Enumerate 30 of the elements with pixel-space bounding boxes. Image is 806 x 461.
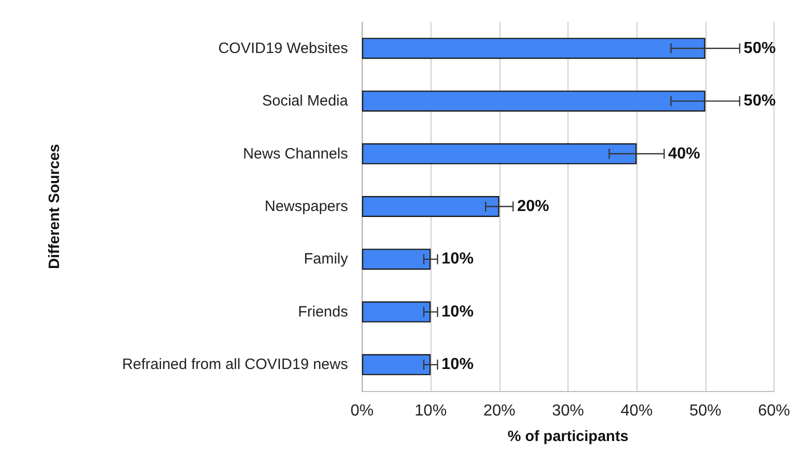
y-axis-title: Different Sources [46,144,63,270]
y-tick-label: Family [304,250,348,268]
x-tick-label: 40% [620,402,653,420]
y-tick-label: Social Media [262,92,349,110]
bar [362,354,431,376]
y-tick-label: News Channels [242,145,348,162]
bar [362,143,637,164]
y-tick-label: Newspapers [264,198,348,215]
bar [362,38,706,59]
data-label: 50% [744,40,776,57]
y-tick-label: Refrained from all COVID19 news [122,356,348,374]
bar [362,248,431,270]
data-label: 10% [442,250,474,268]
x-tick-label: 30% [552,402,584,420]
x-tick-label: 0% [350,402,374,420]
bar [362,301,431,322]
data-label: 10% [442,356,474,374]
x-axis-title: % of participants [508,428,628,445]
data-label: 50% [744,92,776,110]
x-tick-label: 50% [689,402,722,420]
x-tick-label: 60% [758,402,790,420]
bar [362,90,706,112]
data-label: 40% [668,145,700,162]
data-label: 20% [517,198,550,215]
bar [362,196,500,217]
y-tick-label: COVID19 Websites [218,40,348,57]
y-tick-label: Friends [298,303,348,320]
data-label: 10% [442,303,474,320]
x-tick-label: 10% [414,402,447,420]
x-tick-label: 20% [483,402,516,420]
